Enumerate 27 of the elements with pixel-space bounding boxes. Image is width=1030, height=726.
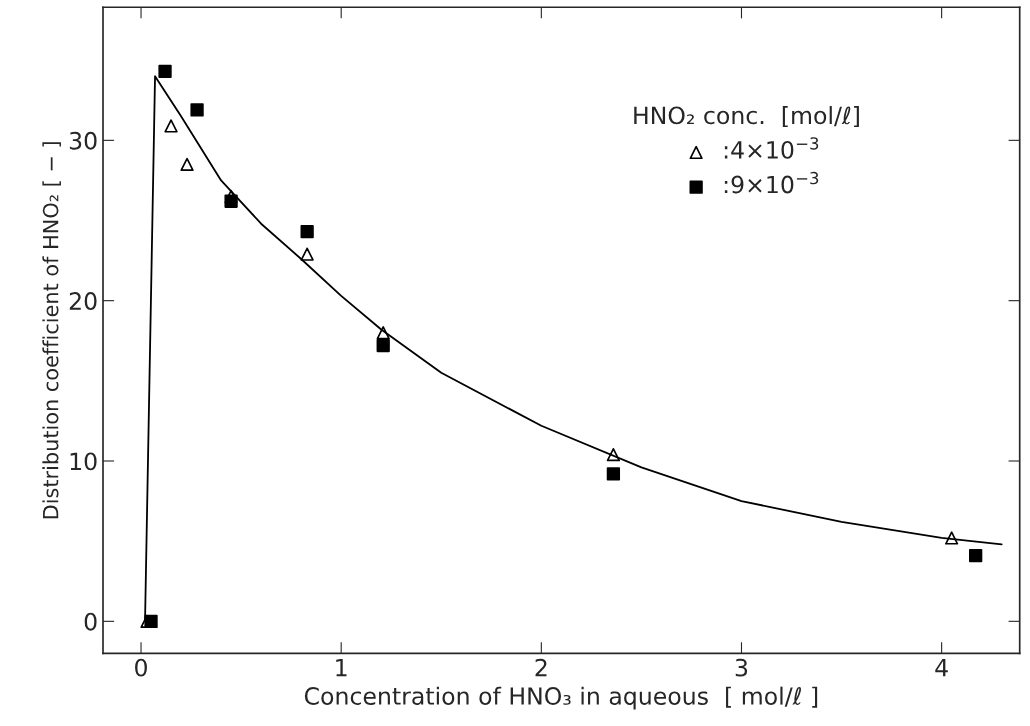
y-tick-label: 20: [69, 292, 97, 310]
point: [606, 467, 621, 481]
point: [300, 225, 314, 239]
y-tick-label: 30: [69, 131, 97, 150]
point: [164, 119, 178, 133]
x-tick-label: 2: [535, 658, 547, 677]
x-tick-label: 1: [336, 658, 347, 677]
y-tick-label: 10: [70, 452, 97, 471]
point: [376, 338, 390, 353]
x-tick-label: 0: [135, 658, 147, 677]
x-tick-label: 4: [935, 658, 948, 677]
point: [300, 247, 314, 261]
point: [190, 103, 204, 117]
legend-label: :9×10$^{−3}$: [724, 171, 819, 194]
x-tick-label: 3: [735, 658, 748, 677]
point: [945, 531, 959, 545]
point: [224, 189, 238, 204]
y-axis-title: Distribution coefficient of HNO₂ [ − ]: [42, 142, 61, 519]
point: [158, 64, 172, 79]
point: [606, 447, 621, 462]
point: [376, 326, 390, 340]
legend-label: :4×10$^{−3}$: [724, 137, 819, 159]
point: [969, 548, 983, 563]
legend-title: HNO₂ conc. [mol/ℓ]: [634, 106, 859, 128]
x-axis-title: Concentration of HNO₃ in aqueous [ mol/ℓ ]: [304, 686, 818, 710]
y-tick-label: 0: [84, 612, 97, 631]
point: [180, 157, 194, 172]
